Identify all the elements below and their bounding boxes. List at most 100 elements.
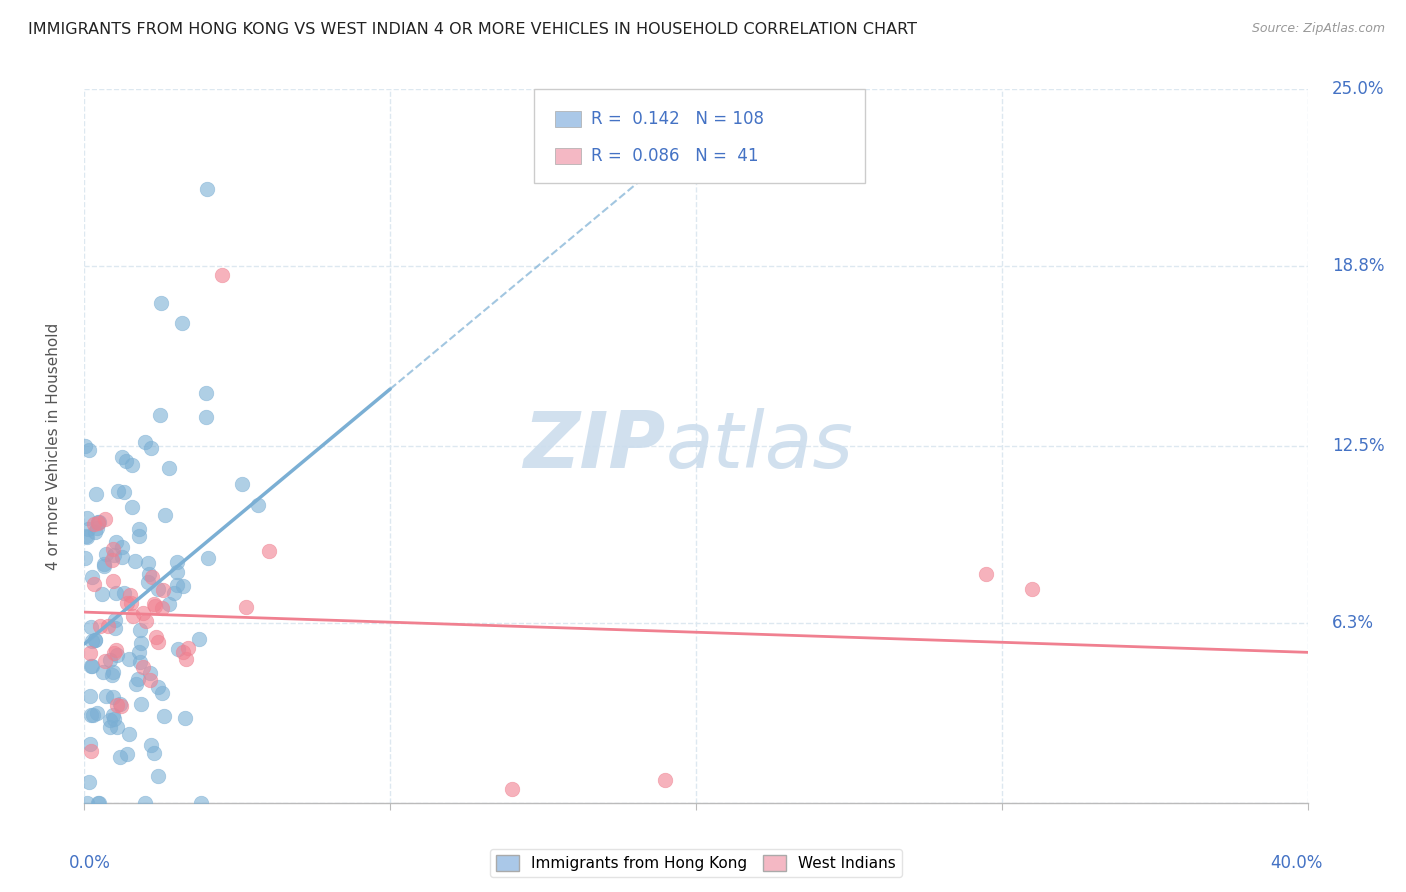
Point bbox=[115, 596, 138, 610]
Point bbox=[1021, 582, 1043, 596]
Point bbox=[103, 542, 125, 557]
Point bbox=[136, 556, 159, 570]
Point bbox=[75, 529, 97, 543]
Point bbox=[86, 521, 108, 535]
Point bbox=[142, 746, 165, 760]
Point bbox=[188, 632, 211, 646]
Point bbox=[139, 673, 162, 688]
Point bbox=[121, 609, 143, 624]
Point bbox=[83, 577, 105, 591]
Point bbox=[77, 443, 100, 458]
Point bbox=[96, 689, 118, 703]
Text: 6.3%: 6.3% bbox=[1331, 614, 1374, 632]
Point bbox=[77, 522, 100, 536]
Point bbox=[121, 500, 143, 515]
Point bbox=[174, 711, 197, 725]
Point bbox=[93, 558, 115, 573]
Point bbox=[83, 516, 105, 531]
Point bbox=[120, 596, 142, 610]
Point bbox=[128, 522, 150, 536]
Point bbox=[257, 544, 280, 558]
Point bbox=[103, 665, 125, 679]
Point bbox=[76, 530, 98, 544]
Point bbox=[111, 549, 134, 564]
Point bbox=[118, 727, 141, 741]
Point bbox=[150, 686, 173, 700]
Point bbox=[84, 524, 107, 539]
Point bbox=[129, 655, 152, 669]
Point bbox=[103, 646, 125, 660]
Point bbox=[105, 720, 128, 734]
Point bbox=[104, 643, 127, 657]
Point bbox=[114, 454, 136, 468]
Point bbox=[75, 439, 97, 453]
Legend: Immigrants from Hong Kong, West Indians: Immigrants from Hong Kong, West Indians bbox=[491, 849, 901, 877]
Point bbox=[101, 708, 124, 723]
Point bbox=[73, 550, 96, 565]
Point bbox=[79, 646, 101, 660]
Point bbox=[82, 634, 104, 648]
Point bbox=[134, 435, 156, 450]
Point bbox=[80, 620, 103, 634]
Text: 12.5%: 12.5% bbox=[1331, 437, 1385, 455]
Point bbox=[149, 296, 172, 310]
Point bbox=[172, 579, 194, 593]
Point bbox=[112, 586, 135, 600]
Point bbox=[98, 720, 121, 734]
Point bbox=[211, 268, 233, 282]
Point bbox=[87, 796, 110, 810]
Point bbox=[108, 750, 131, 764]
Point bbox=[90, 587, 112, 601]
Point bbox=[86, 706, 108, 720]
Point bbox=[146, 769, 169, 783]
Point bbox=[132, 660, 155, 674]
Point bbox=[166, 555, 188, 569]
Point bbox=[195, 182, 218, 196]
Point bbox=[82, 659, 104, 673]
Point bbox=[104, 586, 127, 600]
Point bbox=[153, 708, 176, 723]
Point bbox=[195, 385, 218, 400]
Point bbox=[97, 619, 120, 633]
Point bbox=[129, 623, 152, 637]
Point bbox=[125, 677, 148, 691]
Point bbox=[121, 458, 143, 473]
Point bbox=[139, 738, 162, 752]
Point bbox=[118, 588, 141, 602]
Point bbox=[91, 665, 114, 679]
Point bbox=[148, 582, 170, 596]
Point bbox=[654, 772, 676, 787]
Point bbox=[79, 708, 101, 723]
Text: 0.0%: 0.0% bbox=[69, 855, 111, 872]
Text: 25.0%: 25.0% bbox=[1331, 80, 1385, 98]
Point bbox=[103, 690, 125, 704]
Point bbox=[129, 697, 152, 711]
Point bbox=[103, 549, 125, 563]
Point bbox=[101, 668, 124, 682]
Point bbox=[84, 487, 107, 501]
Point bbox=[93, 654, 115, 668]
Point bbox=[108, 697, 131, 711]
Point bbox=[157, 461, 180, 475]
Point bbox=[89, 515, 111, 529]
Point bbox=[231, 477, 253, 491]
Point bbox=[77, 775, 100, 789]
Point bbox=[76, 511, 98, 525]
Point bbox=[128, 529, 150, 543]
Point bbox=[157, 597, 180, 611]
Point bbox=[110, 698, 132, 713]
Point bbox=[127, 672, 149, 686]
Text: IMMIGRANTS FROM HONG KONG VS WEST INDIAN 4 OR MORE VEHICLES IN HOUSEHOLD CORRELA: IMMIGRANTS FROM HONG KONG VS WEST INDIAN… bbox=[28, 22, 917, 37]
Point bbox=[132, 606, 155, 620]
Point bbox=[80, 659, 103, 673]
Point bbox=[100, 553, 122, 567]
Point bbox=[174, 652, 197, 666]
Point bbox=[139, 666, 162, 681]
Point bbox=[172, 316, 194, 330]
Point bbox=[136, 574, 159, 589]
Point bbox=[138, 566, 160, 581]
Point bbox=[172, 645, 194, 659]
Point bbox=[79, 689, 101, 703]
Point bbox=[104, 535, 127, 549]
Point bbox=[98, 653, 121, 667]
